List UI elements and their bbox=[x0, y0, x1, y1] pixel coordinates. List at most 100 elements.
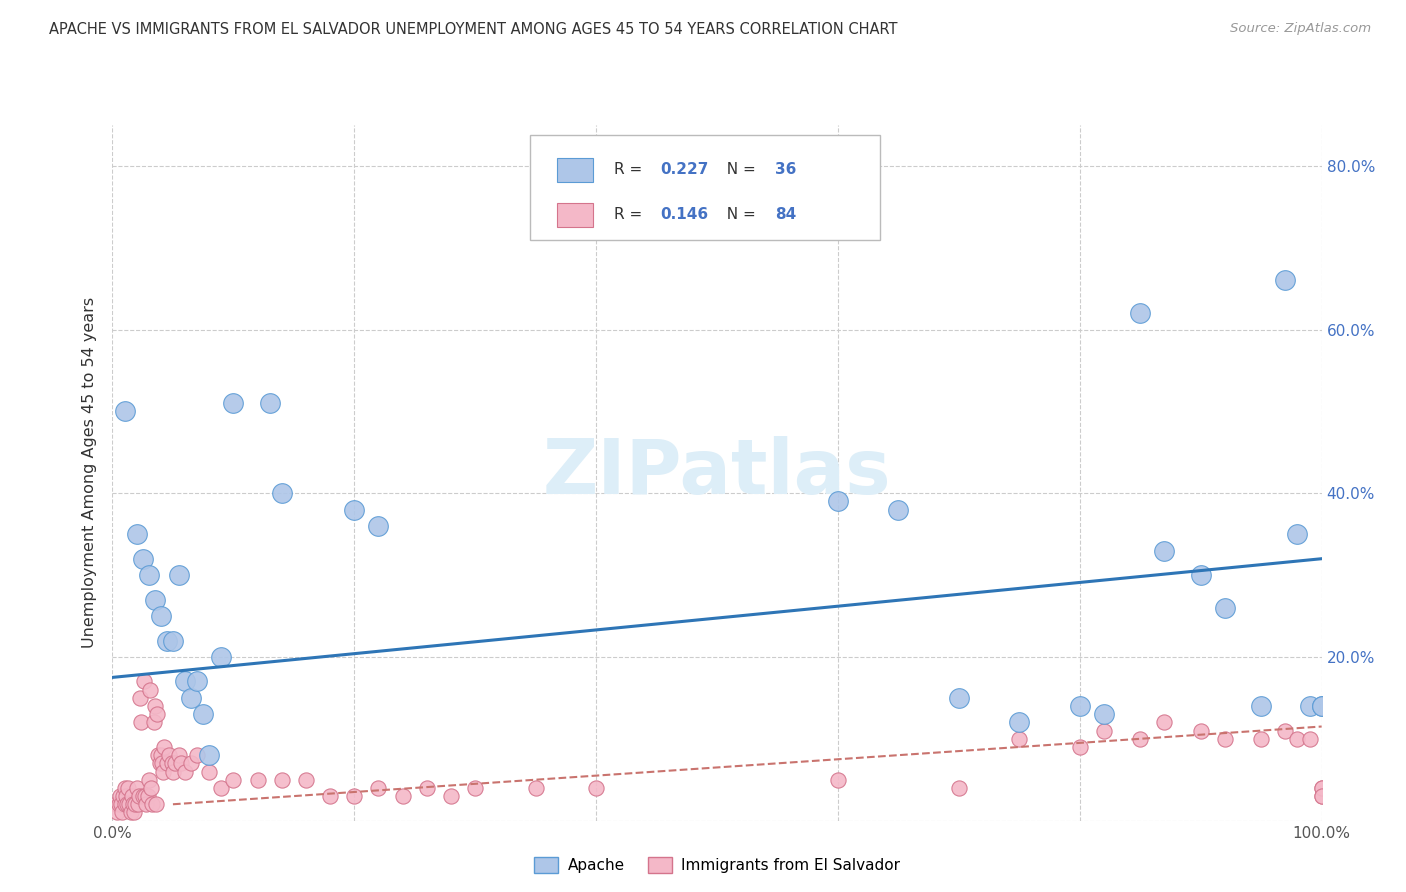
Point bbox=[108, 789, 131, 803]
Point bbox=[440, 789, 463, 803]
Point bbox=[464, 780, 486, 795]
Point bbox=[138, 568, 160, 582]
Point bbox=[127, 797, 149, 812]
Point bbox=[120, 805, 142, 820]
Point bbox=[391, 789, 413, 803]
Point bbox=[143, 592, 166, 607]
Point bbox=[1129, 731, 1152, 746]
Point bbox=[152, 764, 174, 779]
Point bbox=[162, 764, 184, 779]
Point bbox=[198, 764, 221, 779]
Point bbox=[1092, 707, 1115, 722]
Point bbox=[114, 404, 136, 418]
Point bbox=[125, 780, 148, 795]
Point bbox=[139, 682, 162, 697]
Point bbox=[1286, 527, 1309, 541]
Point bbox=[948, 690, 970, 705]
Point bbox=[180, 690, 202, 705]
Point bbox=[146, 707, 169, 722]
Point bbox=[270, 772, 292, 787]
Point bbox=[156, 633, 179, 648]
Point bbox=[145, 797, 167, 812]
Point bbox=[1189, 723, 1212, 738]
Point bbox=[131, 715, 153, 730]
Point bbox=[157, 748, 180, 763]
Point bbox=[180, 756, 202, 771]
Point bbox=[125, 527, 148, 541]
Point bbox=[367, 519, 389, 533]
Point bbox=[129, 690, 152, 705]
Point bbox=[186, 674, 208, 689]
Point bbox=[141, 780, 163, 795]
Point bbox=[170, 756, 193, 771]
Point bbox=[132, 551, 155, 566]
FancyBboxPatch shape bbox=[557, 202, 593, 227]
Point bbox=[174, 674, 197, 689]
Text: Source: ZipAtlas.com: Source: ZipAtlas.com bbox=[1230, 22, 1371, 36]
Point bbox=[143, 699, 166, 714]
Point bbox=[246, 772, 269, 787]
Point bbox=[222, 772, 245, 787]
Point bbox=[122, 797, 145, 812]
Text: 84: 84 bbox=[775, 207, 796, 222]
Point bbox=[167, 568, 190, 582]
Point bbox=[162, 633, 184, 648]
Point bbox=[1189, 568, 1212, 582]
Text: N =: N = bbox=[717, 207, 761, 222]
Point bbox=[1153, 715, 1175, 730]
Point bbox=[1129, 306, 1152, 320]
Point bbox=[149, 756, 172, 771]
Point bbox=[148, 748, 170, 763]
FancyBboxPatch shape bbox=[530, 136, 880, 240]
Point bbox=[138, 772, 160, 787]
Point bbox=[142, 715, 165, 730]
Point bbox=[1310, 699, 1333, 714]
Point bbox=[1310, 699, 1333, 714]
FancyBboxPatch shape bbox=[557, 158, 593, 182]
Point bbox=[132, 674, 155, 689]
Point bbox=[105, 797, 128, 812]
Point bbox=[153, 739, 176, 754]
Point bbox=[827, 772, 849, 787]
Point bbox=[270, 486, 292, 500]
Point bbox=[128, 789, 150, 803]
Point bbox=[887, 502, 910, 516]
Point bbox=[416, 780, 439, 795]
Point bbox=[319, 789, 342, 803]
Point bbox=[135, 797, 157, 812]
Text: 0.227: 0.227 bbox=[661, 162, 709, 178]
Point bbox=[1286, 731, 1309, 746]
Point bbox=[343, 789, 366, 803]
Text: R =: R = bbox=[614, 162, 647, 178]
Point bbox=[1153, 543, 1175, 558]
Point bbox=[1310, 780, 1333, 795]
Point bbox=[115, 797, 138, 812]
Text: APACHE VS IMMIGRANTS FROM EL SALVADOR UNEMPLOYMENT AMONG AGES 45 TO 54 YEARS COR: APACHE VS IMMIGRANTS FROM EL SALVADOR UN… bbox=[49, 22, 897, 37]
Point bbox=[1008, 731, 1031, 746]
Point bbox=[167, 748, 190, 763]
Point bbox=[110, 797, 132, 812]
Point bbox=[136, 789, 159, 803]
Point bbox=[343, 502, 366, 516]
Point bbox=[1008, 715, 1031, 730]
Text: ZIPatlas: ZIPatlas bbox=[543, 436, 891, 509]
Point bbox=[367, 780, 389, 795]
Point bbox=[1310, 789, 1333, 803]
Point bbox=[222, 396, 245, 410]
Point bbox=[1274, 273, 1296, 287]
Point bbox=[134, 789, 156, 803]
Point bbox=[121, 789, 143, 803]
Point bbox=[1069, 699, 1091, 714]
Point bbox=[1250, 699, 1272, 714]
Point bbox=[198, 748, 221, 763]
Y-axis label: Unemployment Among Ages 45 to 54 years: Unemployment Among Ages 45 to 54 years bbox=[82, 297, 97, 648]
Point bbox=[186, 748, 208, 763]
Point bbox=[1310, 780, 1333, 795]
Point bbox=[191, 707, 214, 722]
Point bbox=[124, 797, 146, 812]
Point bbox=[1213, 731, 1236, 746]
Point bbox=[174, 764, 197, 779]
Point bbox=[150, 756, 173, 771]
Point bbox=[1092, 723, 1115, 738]
Point bbox=[132, 789, 155, 803]
